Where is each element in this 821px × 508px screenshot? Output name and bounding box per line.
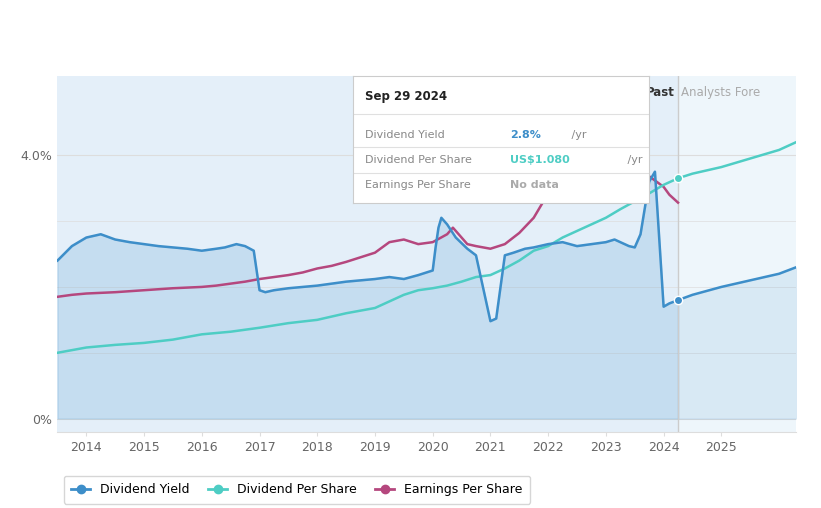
Text: Dividend Per Share: Dividend Per Share — [365, 155, 472, 165]
Text: US$1.080: US$1.080 — [510, 155, 570, 165]
Text: No data: No data — [510, 180, 558, 190]
Text: Dividend Yield: Dividend Yield — [365, 130, 445, 140]
Text: /yr: /yr — [624, 155, 642, 165]
Text: Analysts Fore: Analysts Fore — [681, 86, 760, 100]
Text: 2.8%: 2.8% — [510, 130, 540, 140]
Text: /yr: /yr — [568, 130, 587, 140]
Bar — [678, 76, 796, 432]
Legend: Dividend Yield, Dividend Per Share, Earnings Per Share: Dividend Yield, Dividend Per Share, Earn… — [64, 476, 530, 504]
Text: Sep 29 2024: Sep 29 2024 — [365, 90, 447, 103]
Text: Past: Past — [646, 86, 675, 100]
Text: Earnings Per Share: Earnings Per Share — [365, 180, 470, 190]
Bar — [57, 76, 678, 432]
